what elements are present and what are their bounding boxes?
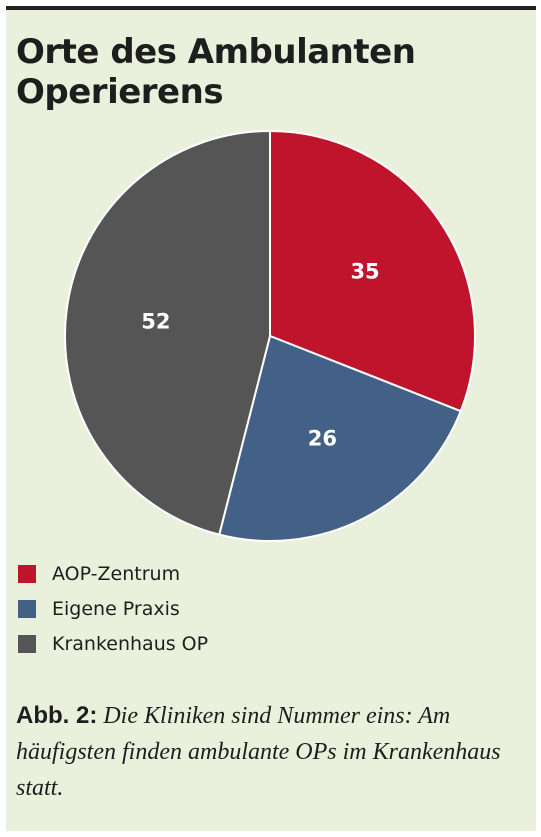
caption-label: Abb. 2: xyxy=(16,702,98,729)
pie-slice-aop-zentrum xyxy=(269,129,476,413)
legend-item-krankenhaus-op: Krankenhaus OP xyxy=(18,626,208,661)
legend-swatch-aop-zentrum xyxy=(18,564,36,583)
chart-legend: AOP-Zentrum Eigene Praxis Krankenhaus OP xyxy=(18,556,208,661)
pie-value-label-eigene-praxis: 26 xyxy=(308,426,337,450)
chart-title-line-1: Orte des Ambulanten xyxy=(16,32,416,72)
figure-caption: Abb. 2: Die Kliniken sind Nummer eins: A… xyxy=(16,698,526,806)
chart-title-line-2: Operierens xyxy=(16,72,224,112)
pie-slice-eigene-praxis xyxy=(218,334,463,542)
pie-value-label-aop-zentrum: 35 xyxy=(350,259,379,283)
figure-panel: Orte des Ambulanten Operierens 35 26 52 AO… xyxy=(6,6,536,831)
legend-swatch-eigene-praxis xyxy=(18,599,36,618)
legend-label-krankenhaus-op: Krankenhaus OP xyxy=(52,632,209,655)
legend-label-eigene-praxis: Eigene Praxis xyxy=(52,597,180,620)
chart-title: Orte des Ambulanten Operierens xyxy=(16,32,416,112)
pie-slice-krankenhaus-op xyxy=(64,129,271,536)
caption-text: Die Kliniken sind Nummer eins: Am häufig… xyxy=(16,703,501,801)
legend-item-aop-zentrum: AOP-Zentrum xyxy=(18,556,208,591)
legend-item-eigene-praxis: Eigene Praxis xyxy=(18,591,208,626)
pie-value-label-krankenhaus-op: 52 xyxy=(141,310,170,334)
legend-label-aop-zentrum: AOP-Zentrum xyxy=(52,562,181,585)
legend-swatch-krankenhaus-op xyxy=(18,634,36,653)
pie-chart: 35 26 52 xyxy=(64,129,476,542)
